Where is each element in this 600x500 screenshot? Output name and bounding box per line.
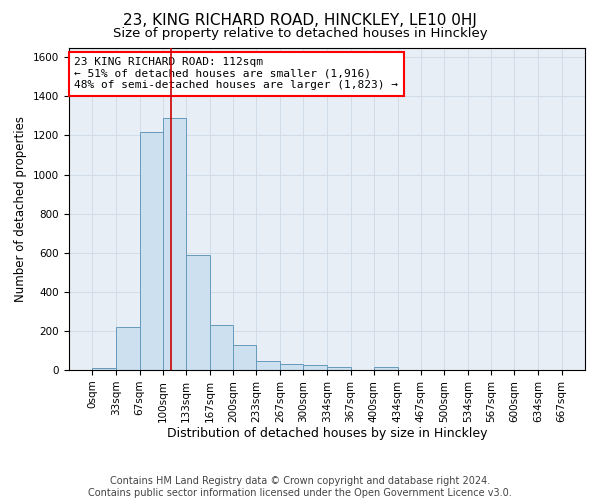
Bar [116,327,140,370]
Bar [140,132,163,370]
Bar [256,361,280,370]
Y-axis label: Number of detached properties: Number of detached properties [14,116,28,302]
Text: 23, KING RICHARD ROAD, HINCKLEY, LE10 0HJ: 23, KING RICHARD ROAD, HINCKLEY, LE10 0H… [123,12,477,28]
Bar [374,367,398,370]
X-axis label: Distribution of detached houses by size in Hinckley: Distribution of detached houses by size … [167,428,487,440]
Bar [163,118,186,370]
Bar [304,365,328,370]
Text: Size of property relative to detached houses in Hinckley: Size of property relative to detached ho… [113,28,487,40]
Bar [92,368,116,370]
Bar [233,344,256,370]
Text: 23 KING RICHARD ROAD: 112sqm
← 51% of detached houses are smaller (1,916)
48% of: 23 KING RICHARD ROAD: 112sqm ← 51% of de… [74,57,398,90]
Bar [280,364,304,370]
Bar [210,325,233,370]
Text: Contains HM Land Registry data © Crown copyright and database right 2024.
Contai: Contains HM Land Registry data © Crown c… [88,476,512,498]
Bar [186,254,210,370]
Bar [328,367,350,370]
